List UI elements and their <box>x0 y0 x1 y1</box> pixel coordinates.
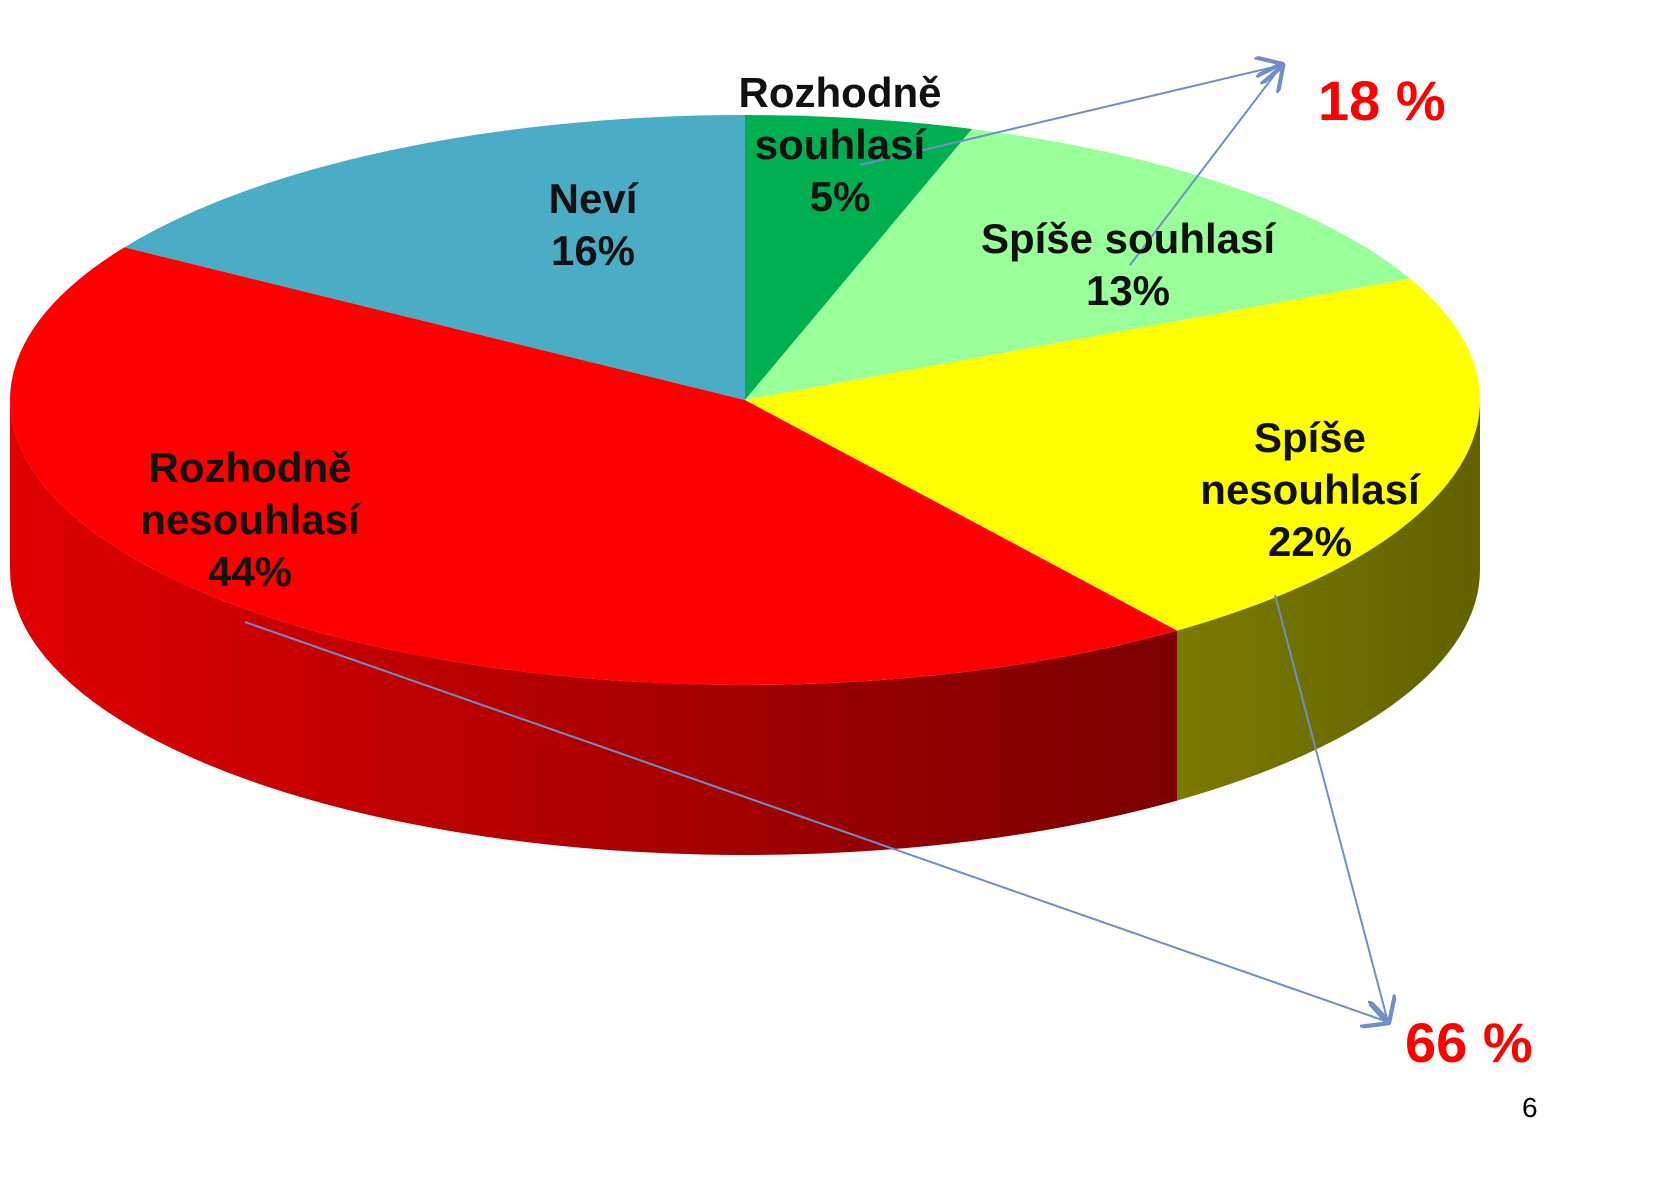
label-name: Spíše nesouhlasí <box>1200 414 1420 513</box>
page-number: 6 <box>1522 1092 1538 1123</box>
data-label: Neví 16% <box>493 173 693 277</box>
slice <box>745 115 973 400</box>
label-value: 16% <box>550 227 636 274</box>
connector <box>859 65 1282 166</box>
label-name: Spíše souhlasí <box>980 215 1276 262</box>
slice <box>745 278 1480 631</box>
connector <box>1129 65 1282 266</box>
label-name: Rozhodně nesouhlasí <box>140 444 360 543</box>
pie-tops <box>9 115 1480 686</box>
connector <box>1274 594 1388 1022</box>
connectors <box>244 65 1388 1022</box>
label-name: Rozhodně souhlasí <box>738 69 942 168</box>
slice-side <box>1177 400 1480 801</box>
connector <box>244 621 1388 1022</box>
label-value: 22% <box>1267 518 1353 565</box>
annotation: 66 % <box>1405 1011 1533 1074</box>
data-label: Rozhodně nesouhlasí 44% <box>90 442 410 598</box>
slice <box>745 128 1411 400</box>
slice-side <box>10 400 1178 855</box>
data-label: Rozhodně souhlasí 5% <box>700 67 980 223</box>
label-value: 5% <box>809 173 871 220</box>
data-label: Spíše souhlasí 13% <box>918 213 1338 317</box>
label-name: Neví <box>548 175 638 222</box>
slice <box>124 115 746 400</box>
label-value: 44% <box>207 548 293 595</box>
label-value: 13% <box>1085 267 1171 314</box>
slice <box>9 247 1178 686</box>
annotation: 18 % <box>1318 69 1446 132</box>
data-label: Spíše nesouhlasí 22% <box>1150 412 1470 568</box>
pie-sides <box>10 400 1480 855</box>
